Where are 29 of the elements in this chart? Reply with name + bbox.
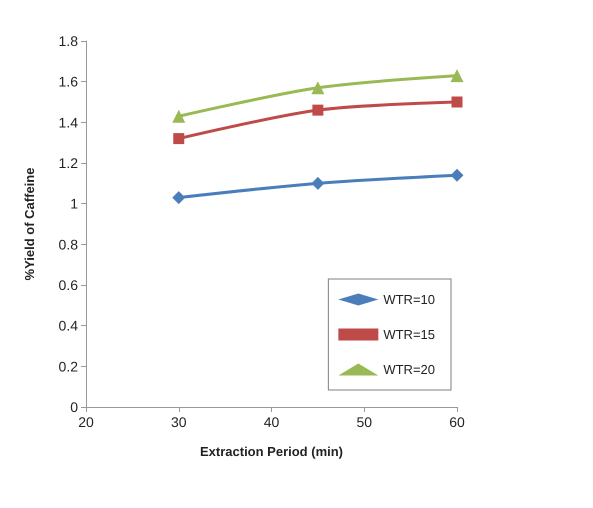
x-tick-label: 40: [264, 414, 280, 430]
point: [450, 69, 464, 82]
x-axis-title: Extraction Period (min): [200, 444, 344, 459]
point: [311, 176, 324, 190]
y-tick-label: 0.6: [58, 277, 78, 293]
point: [311, 81, 324, 94]
y-tick-label: 1.8: [58, 33, 78, 49]
point: [452, 96, 462, 108]
y-tick-label: 0.8: [58, 236, 78, 252]
x-tick-label: 30: [170, 414, 187, 430]
y-tick-label: 0.2: [58, 358, 78, 374]
point: [450, 168, 464, 182]
y-tick-label: 0.4: [58, 318, 78, 334]
y-tick-label: 0: [70, 399, 78, 415]
point: [172, 191, 186, 204]
y-tick-label: 1.6: [58, 74, 78, 90]
y-tick-label: 1.4: [58, 114, 78, 130]
y-axis-title: %Yield of Caffeine: [22, 168, 37, 280]
y-tick-label: 1: [70, 196, 78, 212]
legend-label: WTR=15: [383, 327, 436, 342]
legend-label: WTR=10: [383, 292, 436, 307]
x-tick-label: 60: [449, 414, 465, 430]
point: [173, 133, 184, 144]
x-tick-label: 50: [356, 414, 372, 430]
point: [172, 110, 186, 123]
point: [312, 104, 324, 116]
y-tick-label: 1.2: [58, 155, 78, 171]
x-tick-label: 20: [78, 414, 94, 430]
legend-label: WTR=20: [383, 362, 436, 377]
